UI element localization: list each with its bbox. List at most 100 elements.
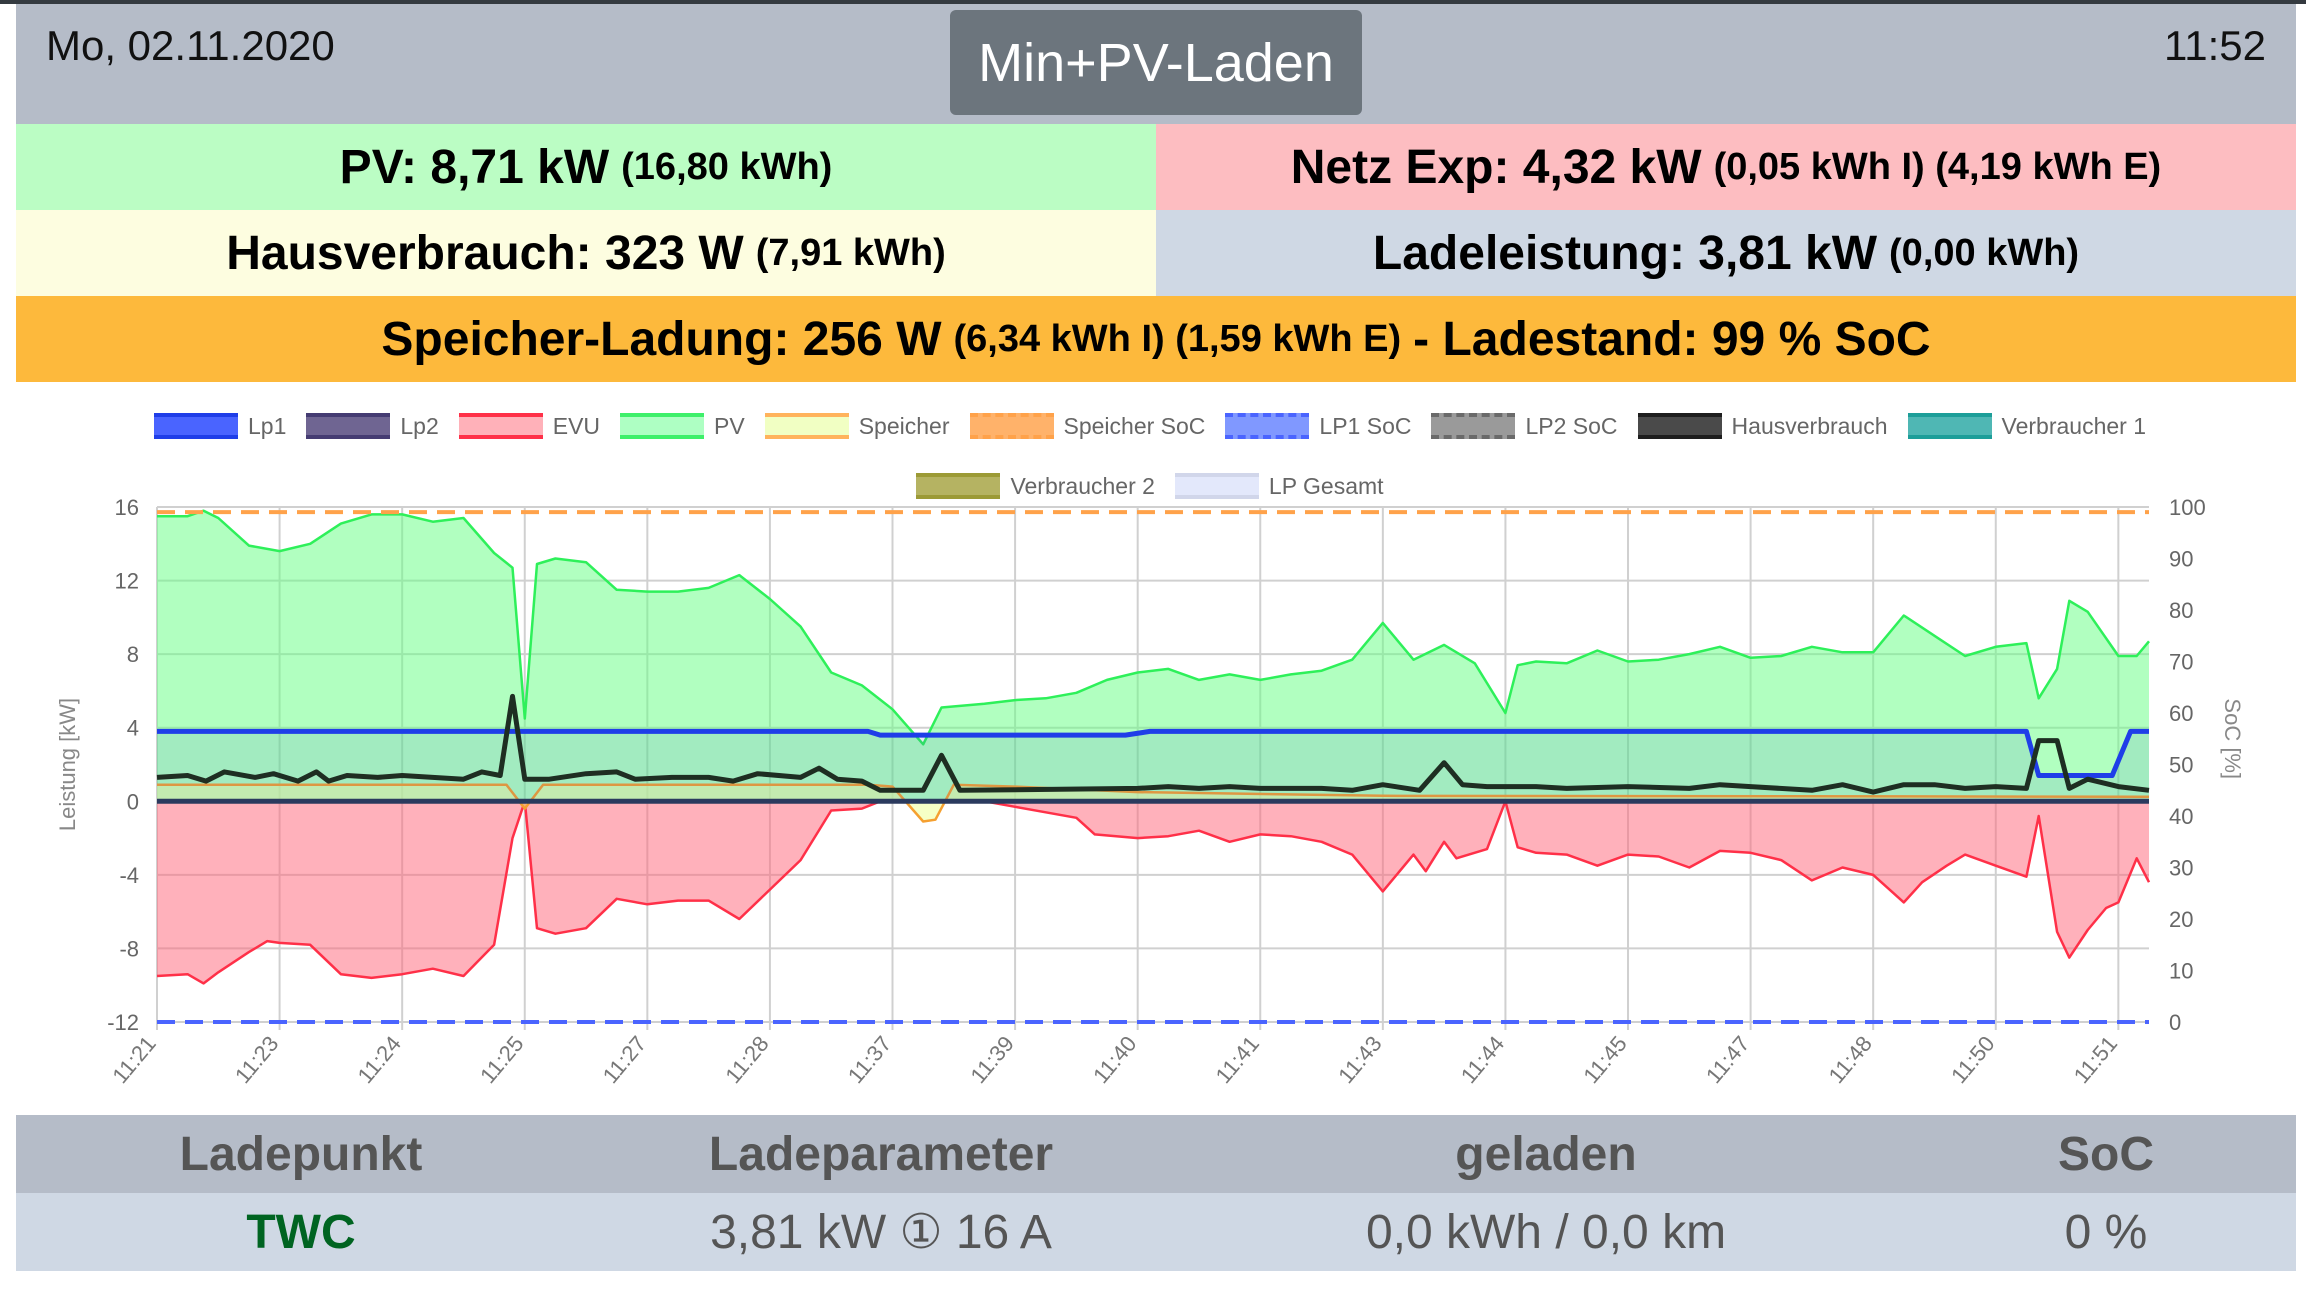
y2-tick-label: 80 [2169,598,2193,623]
y2-tick-label: 60 [2169,701,2193,726]
header: Mo, 02.11.2020 Min+PV-Laden 11:52 [16,4,2296,124]
y-tick-label: 4 [127,716,139,741]
legend-label: LP Gesamt [1268,472,1384,499]
y2-tick-label: 90 [2169,547,2193,572]
y-tick-label: -12 [107,1010,139,1035]
legend-label: EVU [552,412,601,439]
y-tick-label: 16 [115,495,139,520]
hausverbrauch-line [156,693,2150,795]
y-tick-label: -4 [119,863,139,888]
x-tick-label: 11:45 [1578,1031,1631,1088]
pv-power: PV: 8,71 kW [339,140,610,194]
charge-point-name[interactable]: TWC [246,1205,356,1259]
y2-tick-label: 20 [2169,907,2193,932]
charged-amount: 0,0 kWh / 0,0 km [1365,1205,1727,1259]
date-label: Mo, 02.11.2020 [46,22,335,69]
charge-mode-button[interactable]: Min+PV-Laden [950,10,1362,115]
legend-item-evu[interactable]: EVU [458,412,601,440]
pv-status: PV: 8,71 kW (16,80 kWh) [16,124,1156,210]
x-tick-label: 11:25 [475,1031,528,1088]
legend-item-lp2[interactable]: Lp2 [306,412,439,440]
legend-item-lp-gesamt[interactable]: LP Gesamt [1174,472,1384,500]
x-tick-label: 11:41 [1211,1031,1264,1088]
x-tick-label: 11:50 [1946,1031,1999,1088]
x-tick-label: 11:44 [1456,1031,1509,1088]
legend-swatch [458,413,543,439]
grid-power: Netz Exp: 4,32 kW [1290,140,1702,194]
legend-item-lp1-soc[interactable]: LP1 SoC [1225,412,1411,440]
header-geladen: geladen [1455,1127,1637,1181]
legend-label: Speicher [858,412,950,439]
x-tick-label: 11:43 [1333,1031,1386,1088]
legend-label: Hausverbrauch [1731,412,1888,439]
house-energy: (7,91 kWh) [755,231,946,274]
legend-swatch [1907,413,1992,439]
charging-power-status: Ladeleistung: 3,81 kW (0,00 kWh) [1156,210,2296,296]
grid-status: Netz Exp: 4,32 kW (0,05 kWh I) (4,19 kWh … [1156,124,2296,210]
y2-tick-label: 50 [2169,753,2193,778]
legend-label: PV [714,412,745,439]
header-ladepunkt: Ladepunkt [179,1127,423,1181]
legend-item-verbraucher-1[interactable]: Verbraucher 1 [1907,412,2146,440]
speicher-line [157,783,2150,823]
legend-item-speicher-soc[interactable]: Speicher SoC [969,412,1205,440]
legend-label: Lp2 [400,412,439,439]
time-label: 11:52 [2164,22,2266,69]
grid-energy: (0,05 kWh I) (4,19 kWh E) [1713,145,2162,188]
battery-status: Speicher-Ladung: 256 W (6,34 kWh I) (1,59… [16,296,2296,382]
y-tick-label: 12 [115,569,139,594]
legend-swatch [620,413,705,439]
header-soc: SoC [2058,1127,2154,1181]
x-tick-label: 11:48 [1824,1031,1877,1088]
charging-power: Ladeleistung: 3,81 kW [1372,226,1878,280]
x-tick-label: 11:27 [598,1031,651,1088]
legend-swatch [1225,413,1310,439]
y2-tick-label: 0 [2169,1010,2181,1035]
y2-axis-label: SoC [%] [2220,698,2245,779]
house-consumption-status: Hausverbrauch: 323 W (7,91 kWh) [16,210,1156,296]
table-row[interactable]: TWC 3,81 kW ① 16 A 0,0 kWh / 0,0 km 0 % [16,1193,2296,1271]
pv-line [157,509,2150,746]
x-tick-label: 11:37 [843,1031,896,1088]
x-tick-label: 11:51 [2069,1031,2122,1088]
legend-label: Verbraucher 2 [1010,472,1155,499]
charging-energy: (0,00 kWh) [1889,231,2080,274]
y-tick-label: 8 [127,642,139,667]
chart-legend: Lp1 Lp2 EVU PV Speicher Speicher SoC LP1 SoC LP… [100,412,2200,500]
legend-item-speicher[interactable]: Speicher [764,412,950,440]
legend-swatch [1431,413,1516,439]
pv-energy: (16,80 kWh) [621,145,833,188]
legend-label: LP2 SoC [1525,412,1618,439]
x-tick-label: 11:28 [720,1031,773,1088]
battery-soc: - Ladestand: 99 % SoC [1413,312,1931,366]
legend-item-lp1[interactable]: Lp1 [153,412,286,440]
legend-swatch [1637,413,1722,439]
legend-item-verbraucher-2[interactable]: Verbraucher 2 [916,472,1155,500]
legend-item-lp2-soc[interactable]: LP2 SoC [1431,412,1618,440]
charge-parameters[interactable]: 3,81 kW ① 16 A [710,1206,1052,1259]
legend-item-hausverbrauch[interactable]: Hausverbrauch [1637,412,1888,440]
legend-swatch [1174,473,1259,499]
charge-point-table: Ladepunkt Ladeparameter geladen SoC TWC … [16,1115,2296,1271]
y-axis-label: Leistung [kW] [55,698,80,831]
legend-swatch [764,413,849,439]
battery-power: Speicher-Ladung: 256 W [381,312,942,366]
legend-swatch [916,473,1001,499]
vehicle-soc: 0 % [2064,1205,2148,1259]
speicher-area [157,784,2149,822]
evu-area [157,801,2149,984]
legend-swatch [969,413,1054,439]
y2-tick-label: 10 [2169,959,2193,984]
y-tick-label: -8 [119,936,139,961]
house-power: Hausverbrauch: 323 W [226,226,744,280]
table-header: Ladepunkt Ladeparameter geladen SoC [16,1115,2296,1193]
y-tick-label: 0 [127,789,139,814]
header-ladeparameter: Ladeparameter [708,1127,1054,1181]
y2-tick-label: 40 [2169,804,2193,829]
x-tick-label: 11:21 [107,1031,160,1088]
y2-tick-label: 100 [2169,495,2206,520]
battery-energy: (6,34 kWh I) (1,59 kWh E) [953,317,1402,360]
legend-swatch [153,413,238,439]
legend-item-pv[interactable]: PV [620,412,745,440]
x-tick-label: 11:24 [353,1031,406,1088]
